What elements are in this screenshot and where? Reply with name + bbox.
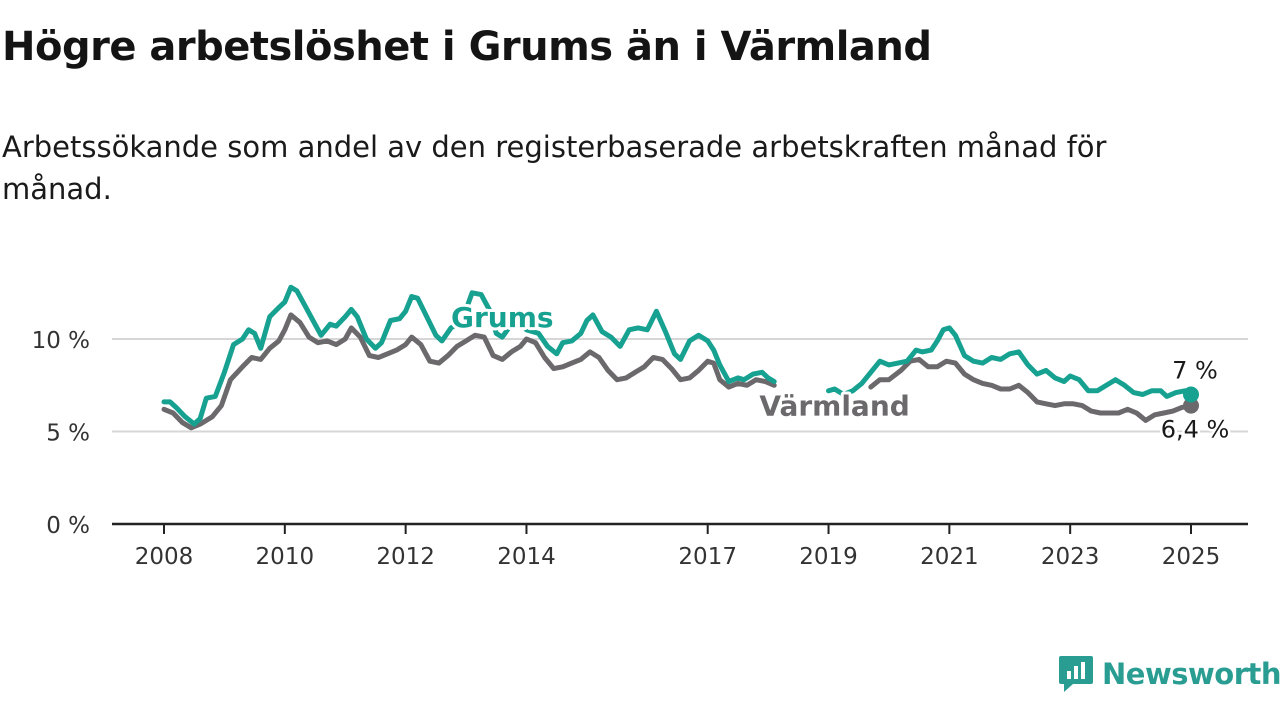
- chart-series: [161, 284, 1199, 431]
- newsworthy-brand: Newsworthy: [1058, 652, 1280, 696]
- chart-labels: Grums Värmland 7 % 6,4 %: [448, 298, 1232, 446]
- x-tick-label: 2023: [1041, 544, 1100, 570]
- series-label-varmland: Värmland: [759, 390, 910, 423]
- newsworthy-logo-icon: [1059, 656, 1093, 692]
- end-point-grums: [1183, 386, 1199, 403]
- x-tick-label: 2010: [256, 544, 315, 570]
- x-tick-label: 2019: [799, 544, 858, 570]
- x-tick-label: 2014: [497, 544, 556, 570]
- chart-gridlines: [112, 338, 1248, 433]
- x-tick-label: 2012: [376, 544, 435, 570]
- end-point-varmland: [1183, 397, 1199, 414]
- series-line-grums: [826, 325, 1194, 399]
- x-tick-label: 2008: [135, 544, 194, 570]
- end-value-label-varmland: 6,4 %: [1161, 416, 1230, 444]
- chart-title: Högre arbetslöshet i Grums än i Värmland: [2, 24, 932, 70]
- x-tick-label: 2017: [678, 544, 737, 570]
- line-chart: 0 %5 %10 % 2008 2010 2012 2014 2017 2019 2021 2…: [32, 284, 1248, 570]
- y-tick-label: 0 %: [46, 513, 90, 539]
- y-axis-ticks: 0 % 5 % 10 %: [32, 328, 90, 539]
- brand-name: Newsworthy: [1102, 657, 1280, 691]
- series-line-varmland: [161, 312, 777, 431]
- series-line-varmland: [868, 356, 1194, 423]
- end-value-label-grums: 7 %: [1172, 357, 1218, 385]
- series-line-grums: [161, 284, 777, 427]
- y-tick-label: 5 %: [46, 421, 90, 447]
- x-tick-label: 2021: [920, 544, 979, 570]
- y-tick-label: 10 %: [32, 328, 90, 354]
- chart-subtitle: Arbetssökande som andel av den registerb…: [2, 130, 1107, 206]
- x-tick-label: 2025: [1162, 544, 1221, 570]
- series-label-grums: Grums: [451, 301, 554, 334]
- x-axis: 2008 2010 2012 2014 2017 2019 2021 2023 2025: [112, 522, 1248, 570]
